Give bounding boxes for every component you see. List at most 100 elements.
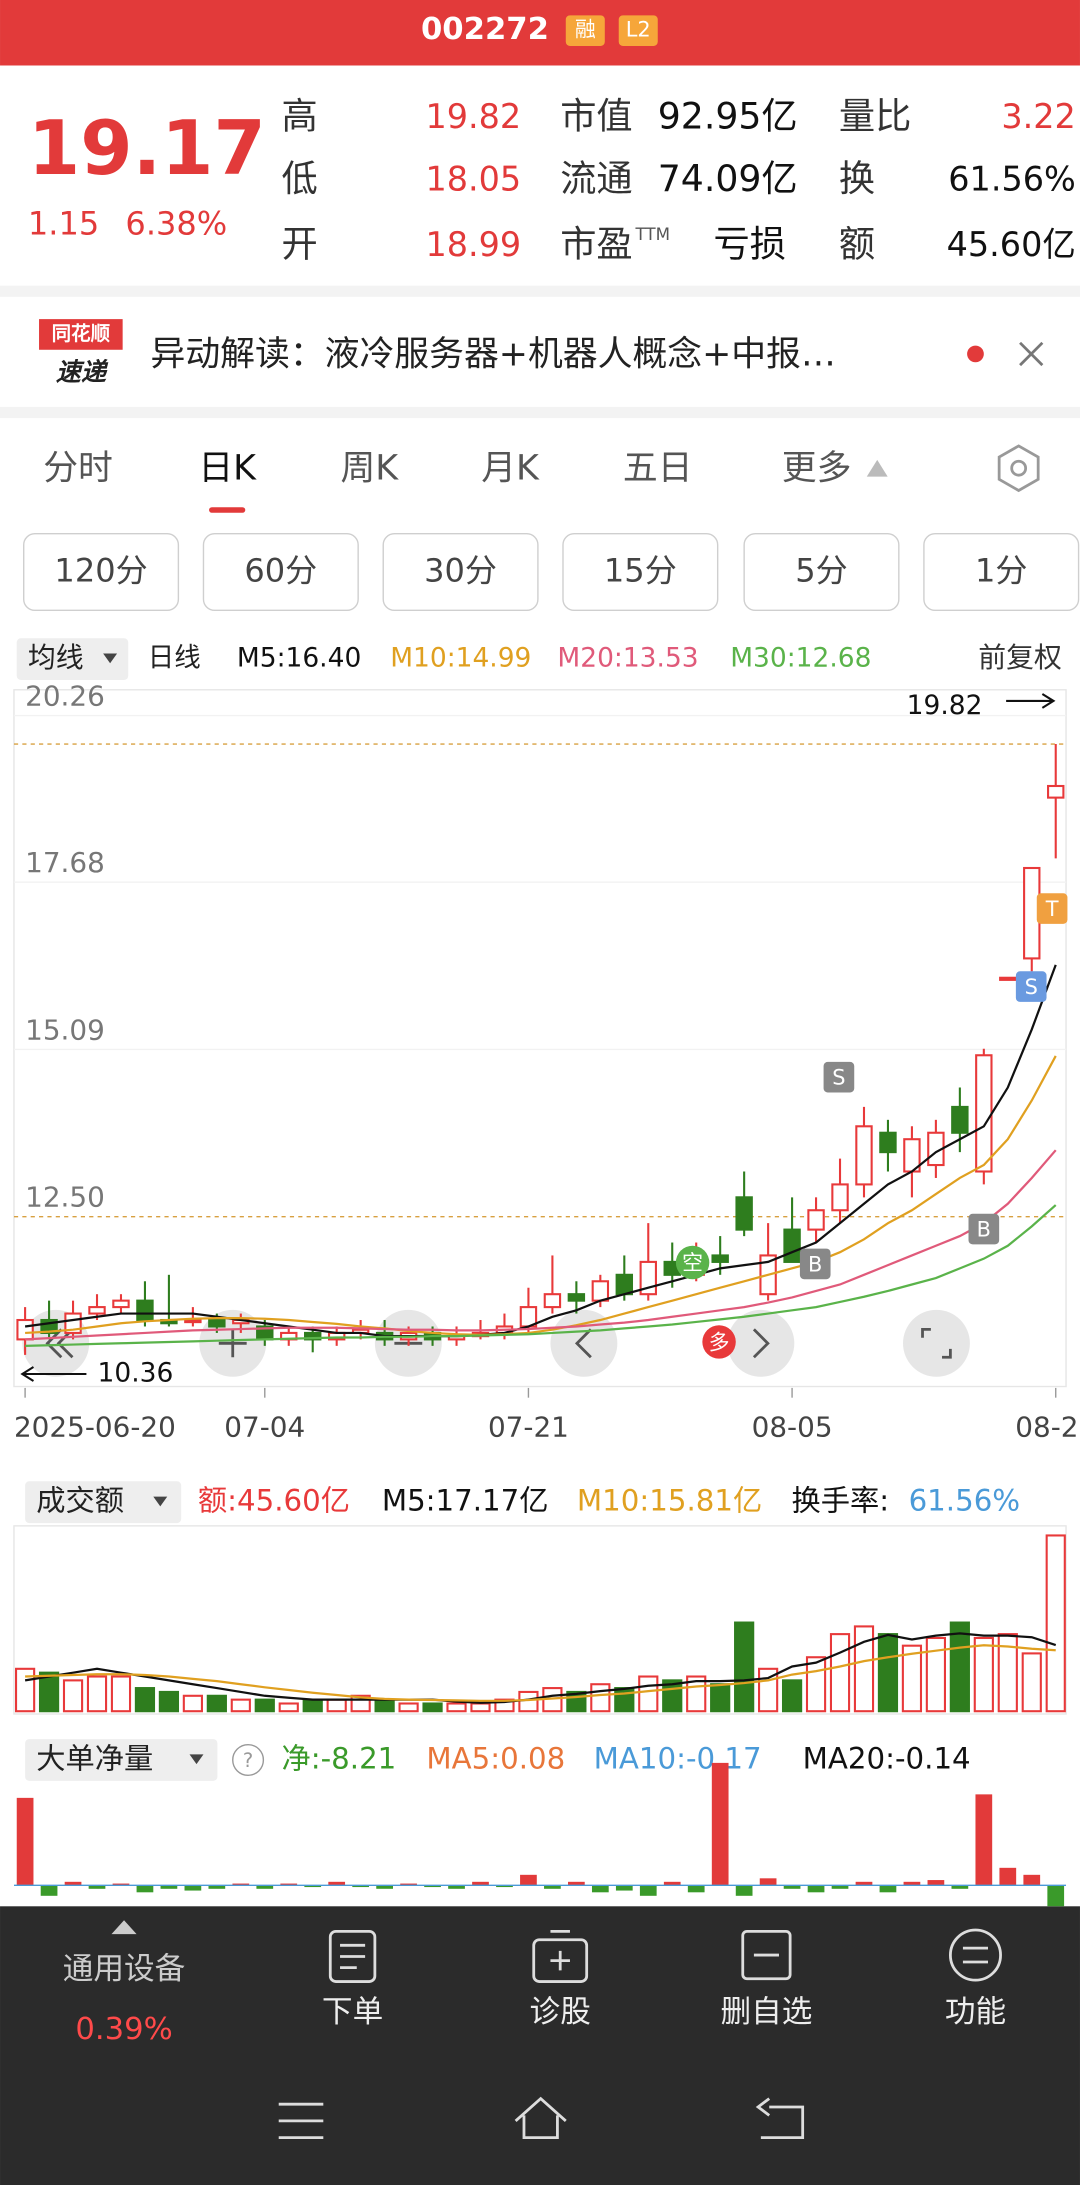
tab[interactable]: 分时 — [43, 449, 113, 489]
volume-legend: 61.56% — [909, 1484, 1021, 1518]
news-text[interactable]: 异动解读：液冷服务器+机器人概念+中报… — [151, 334, 836, 374]
period-button[interactable] — [923, 533, 1080, 612]
stat-value: 18.99 — [425, 225, 521, 264]
net-bar — [400, 1883, 417, 1886]
change-pct: 6.38% — [125, 205, 227, 243]
net-bar — [975, 1794, 993, 1886]
signal-marker — [702, 1325, 736, 1359]
volume-bar — [38, 1671, 60, 1713]
stat-value: 61.56% — [948, 160, 1076, 199]
badge — [618, 15, 658, 46]
volume-bar — [182, 1694, 203, 1713]
volume-bar — [422, 1702, 443, 1713]
volume-bar — [949, 1621, 970, 1713]
close-icon[interactable] — [1019, 341, 1044, 367]
candle-body — [999, 976, 1017, 981]
stat-label: 流通 — [560, 157, 632, 200]
net-bar — [999, 1867, 1017, 1886]
net-legend: 净:-8.21 — [282, 1741, 397, 1775]
low-label: 10.36 — [98, 1357, 174, 1388]
tab[interactable]: 日K — [198, 449, 257, 489]
stat-label: 市盈 — [560, 223, 632, 266]
period-button[interactable] — [202, 533, 359, 612]
signal-marker — [799, 1248, 831, 1280]
chart-nav-buttons[interactable] — [22, 1309, 970, 1377]
volume-bar — [829, 1633, 851, 1713]
ma-legend: M5:16.40 — [237, 643, 361, 674]
volume-selector[interactable] — [25, 1481, 182, 1524]
more-arrow — [866, 459, 888, 477]
action-label[interactable]: 下单 — [322, 1995, 383, 2030]
volume-bar — [62, 1679, 84, 1713]
high-arrow — [1006, 693, 1056, 709]
net-bar — [735, 1885, 753, 1896]
price: 19.17 — [28, 104, 266, 192]
candle-body — [184, 1318, 202, 1324]
period-button[interactable] — [562, 533, 719, 612]
settings-icon[interactable] — [997, 444, 1040, 493]
candle-body — [951, 1105, 969, 1134]
indicator-text: 均线 — [28, 641, 84, 674]
period-button[interactable] — [382, 533, 539, 612]
net-bar — [88, 1885, 106, 1889]
badge-text: 融 — [575, 18, 596, 42]
tab[interactable]: 周K — [340, 449, 399, 489]
volume-bar — [134, 1687, 156, 1713]
settings-icon-dot — [1010, 459, 1028, 477]
divider — [0, 406, 1080, 419]
action-label[interactable]: 诊股 — [530, 1995, 591, 2030]
volume-bar — [158, 1690, 180, 1713]
stat-label: 额 — [839, 223, 875, 266]
action-label[interactable]: 删自选 — [720, 1995, 812, 2030]
net-bar — [663, 1881, 681, 1886]
candle-body — [975, 1054, 993, 1173]
net-selector[interactable] — [25, 1739, 218, 1781]
volume-bar — [734, 1621, 755, 1713]
signal-text: S — [1025, 975, 1038, 999]
tab[interactable]: 五日 — [623, 449, 693, 489]
period-text: 5分 — [795, 552, 847, 590]
adjust-label: 前复权 — [978, 641, 1062, 674]
candle-body — [735, 1196, 753, 1231]
stat-value: 19.82 — [425, 97, 521, 136]
candle-body — [711, 1254, 729, 1263]
action-label[interactable]: 功能 — [945, 1995, 1006, 2030]
divider — [0, 285, 1080, 297]
net-bar — [1047, 1885, 1065, 1907]
stat-value: 亏损 — [713, 223, 785, 266]
tab[interactable]: 更多 — [782, 449, 852, 489]
x-tick-label: 07-21 — [488, 1410, 569, 1443]
help-icon[interactable] — [232, 1743, 265, 1777]
net-bar — [472, 1881, 489, 1886]
y-tick-label: 12.50 — [25, 1181, 105, 1214]
net-bar — [711, 1762, 729, 1886]
ma-legend: M20:13.53 — [557, 643, 698, 674]
net-bar — [783, 1885, 801, 1889]
net-bar — [544, 1885, 561, 1889]
volume-legend: M10:15.81亿 — [577, 1484, 762, 1518]
stat-value: 92.95亿 — [658, 94, 798, 137]
volume-legend: 额:45.60亿 — [198, 1484, 350, 1518]
logo-text: 速递 — [56, 357, 109, 386]
period-button[interactable] — [23, 533, 180, 612]
candle-body — [591, 1280, 610, 1302]
signal-text: 多 — [709, 1330, 730, 1354]
signal-marker — [968, 1213, 1000, 1245]
period-button[interactable] — [743, 533, 900, 612]
volume-legend: M5:17.17亿 — [382, 1484, 549, 1518]
tab[interactable]: 月K — [481, 449, 540, 489]
indicator-selector[interactable] — [16, 638, 129, 681]
signal-text: B — [977, 1217, 991, 1241]
x-tick-label: 2025-06-20 — [14, 1410, 176, 1443]
volume-bar — [254, 1698, 275, 1713]
sector-name[interactable]: 通用设备 — [63, 1952, 186, 1987]
net-bars — [13, 1762, 1067, 1907]
x-tick-label: 08-05 — [752, 1410, 833, 1443]
volume-bar — [590, 1683, 611, 1713]
badge-text: L2 — [626, 18, 651, 42]
volume-bar — [15, 1667, 36, 1713]
x-tick-label: 08-20 — [1015, 1410, 1080, 1443]
ma-legend: M30:12.68 — [730, 643, 871, 674]
